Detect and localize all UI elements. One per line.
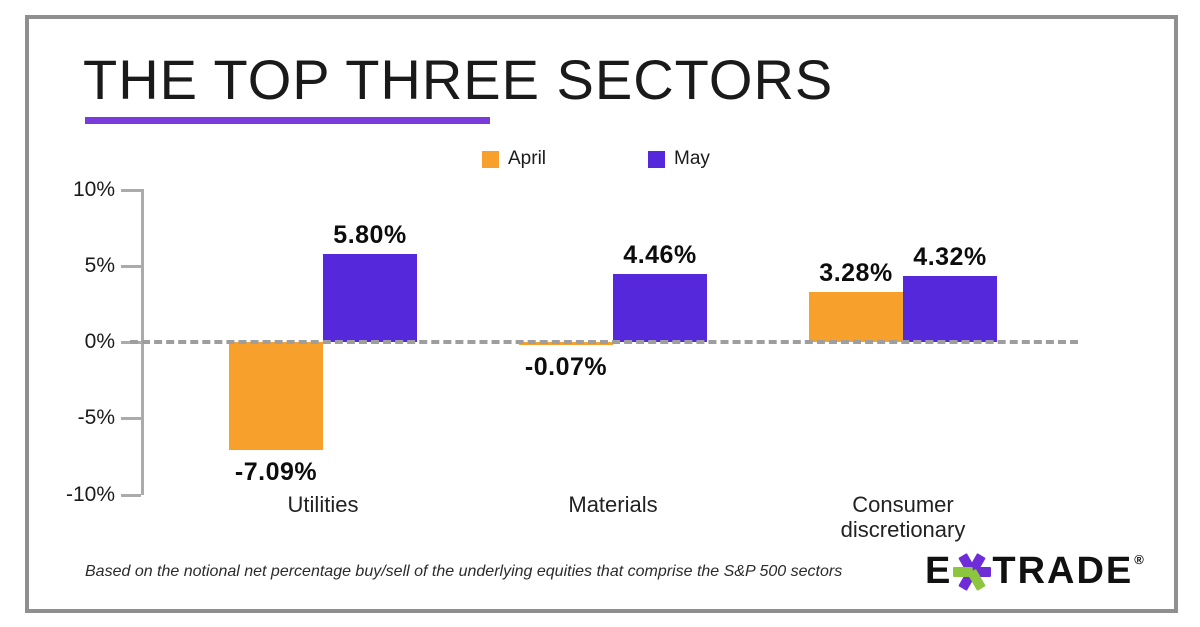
april-value-label-materials: -0.07% — [524, 353, 608, 381]
may-value-label-consumer: 4.32% — [913, 243, 987, 271]
may-bar-utilities — [323, 254, 417, 342]
april-value-label-consumer: 3.28% — [819, 259, 893, 287]
legend-label-april: April — [508, 148, 547, 169]
y-axis-tick-label: -10% — [65, 483, 115, 506]
may-bar-materials — [613, 274, 707, 342]
etrade-logo: E TRADE ® — [925, 550, 1145, 593]
y-axis-tick-label: 0% — [84, 330, 115, 353]
logo-text-e: E — [925, 550, 953, 592]
footnote-text: Based on the notional net percentage buy… — [85, 563, 843, 580]
page-title: THE TOP THREE SECTORS — [83, 48, 834, 111]
logo-text-trade: TRADE — [992, 550, 1134, 592]
may-value-label-materials: 4.46% — [623, 241, 697, 269]
legend-item-may: May — [648, 148, 710, 170]
category-label-materials: Materials — [568, 492, 658, 517]
zero-baseline — [130, 340, 1078, 344]
legend-label-may: May — [674, 148, 710, 169]
april-bar-utilities — [229, 342, 323, 450]
title-underline-bar — [85, 117, 490, 124]
registered-mark: ® — [1134, 552, 1146, 567]
april-swatch-icon — [482, 150, 499, 168]
category-label-utilities: Utilities — [287, 492, 359, 517]
y-axis-tick — [121, 417, 141, 420]
may-swatch-icon — [648, 150, 666, 168]
y-axis-tick-label: 5% — [84, 254, 115, 277]
y-axis-tick — [121, 494, 141, 497]
chart-legend: April May — [482, 148, 710, 170]
etrade-asterisk-icon — [953, 552, 992, 591]
y-axis-tick — [121, 265, 141, 268]
category-label-consumer: Consumer discretionary — [840, 492, 966, 543]
april-bar-consumer — [809, 292, 903, 342]
may-value-label-utilities: 5.80% — [333, 221, 407, 249]
may-bar-consumer — [903, 276, 997, 342]
y-axis-tick-label: -5% — [77, 406, 115, 429]
legend-item-april: April — [482, 148, 546, 170]
april-value-label-utilities: -7.09% — [234, 458, 318, 486]
y-axis-tick — [121, 189, 141, 192]
y-axis-tick-label: 10% — [72, 178, 115, 201]
